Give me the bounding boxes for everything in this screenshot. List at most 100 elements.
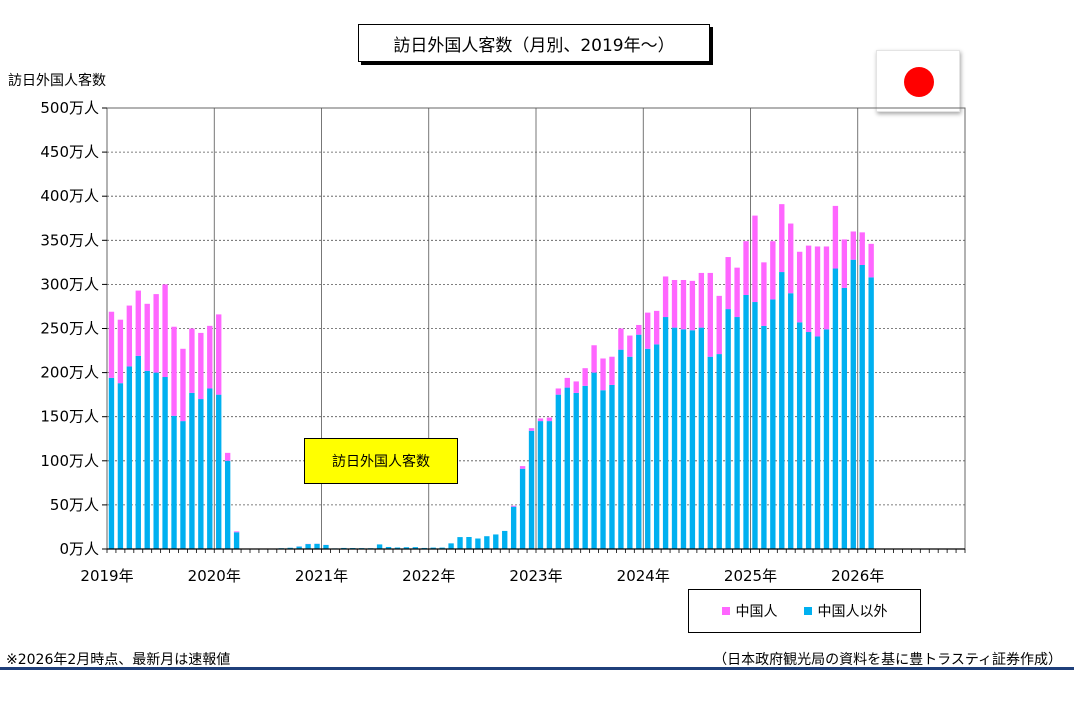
bar-china [796, 251, 803, 323]
bar-other [189, 392, 195, 549]
bar-china [510, 505, 517, 507]
japan-flag-icon [876, 50, 960, 112]
bar-china [653, 310, 660, 345]
bar-china [591, 345, 597, 373]
bar-other [725, 309, 731, 549]
bar-china [645, 312, 651, 349]
bottom-rule [0, 667, 1074, 670]
bar-china [162, 284, 168, 378]
bar-china [868, 243, 874, 278]
bar-other [609, 384, 615, 549]
bar-other [224, 460, 231, 549]
bar-china [859, 232, 865, 265]
bar-other [662, 317, 669, 549]
bar-china [528, 428, 535, 431]
bar-other [716, 354, 722, 549]
bar-china [144, 303, 150, 371]
callout-label: 訪日外国人客数 [304, 438, 458, 484]
y-tick-label: 0万人 [59, 540, 99, 558]
bar-other [439, 547, 445, 549]
bar-china [198, 332, 204, 400]
bar-china [689, 280, 696, 331]
bar-china [135, 290, 141, 356]
bar-other [385, 546, 392, 549]
bar-china [734, 267, 740, 318]
bar-china [618, 328, 624, 350]
x-tick-label: 2025年 [724, 567, 777, 585]
legend-label-other: 中国人以外 [817, 604, 888, 620]
bar-other [564, 387, 570, 549]
bar-other [653, 344, 660, 549]
chart-title: 訪日外国人客数（月別、2019年～） [358, 24, 710, 62]
bar-china [680, 279, 687, 330]
bar-china [207, 325, 213, 389]
y-tick-label: 450万人 [40, 143, 99, 161]
y-tick-label: 250万人 [40, 320, 99, 338]
bar-other [618, 349, 624, 549]
bar-china [519, 466, 526, 469]
bar-china [564, 377, 570, 388]
bar-china [725, 257, 731, 310]
bar-other [153, 372, 159, 549]
bar-other [796, 322, 803, 549]
bar-other [305, 544, 311, 549]
bar-other [788, 293, 794, 549]
bar-china [698, 272, 705, 328]
bar-other [573, 392, 579, 549]
bar-other [671, 327, 678, 549]
y-tick-label: 200万人 [40, 364, 99, 382]
bar-other [430, 547, 436, 549]
bar-china [153, 294, 159, 373]
bar-china [582, 368, 588, 386]
bar-china [770, 241, 776, 300]
bar-china [662, 276, 669, 318]
bar-other [859, 264, 865, 549]
bar-other [502, 530, 508, 549]
bar-china [850, 231, 856, 260]
bar-china [627, 335, 633, 357]
x-tick-label: 2023年 [509, 567, 562, 585]
bar-other [144, 370, 150, 549]
x-tick-label: 2020年 [188, 567, 241, 585]
bar-other [707, 356, 713, 549]
bar-other [823, 329, 830, 549]
bar-other [484, 536, 490, 549]
y-tick-label: 350万人 [40, 231, 99, 249]
bar-china [761, 262, 767, 326]
legend-swatch-other [803, 607, 812, 615]
bar-other [457, 537, 463, 549]
bar-china [752, 215, 758, 303]
bar-other [734, 317, 740, 549]
flag-sun [904, 67, 934, 97]
bar-china [716, 295, 722, 355]
bar-other [493, 534, 499, 549]
bar-other [698, 327, 705, 549]
bar-china [180, 348, 186, 422]
bar-other [448, 543, 454, 549]
bar-china [189, 328, 195, 393]
legend-item-china: 中国人 [721, 601, 778, 621]
y-tick-label: 500万人 [40, 99, 99, 117]
bar-other [868, 277, 874, 549]
y-axis-title: 訪日外国人客数 [8, 73, 106, 89]
x-tick-label: 2026年 [831, 567, 884, 585]
bar-china [216, 314, 222, 395]
bar-other [162, 377, 168, 549]
bar-other [314, 543, 320, 549]
bar-other [296, 546, 302, 549]
bar-other [216, 394, 222, 549]
bar-china [823, 246, 830, 330]
bar-other [627, 356, 633, 549]
bar-other [403, 547, 410, 549]
bar-china [126, 305, 133, 367]
bar-other [171, 415, 177, 549]
bar-china [573, 381, 579, 393]
bar-other [466, 537, 472, 549]
bar-other [680, 329, 687, 549]
bar-other [108, 377, 115, 549]
x-tick-label: 2024年 [617, 567, 670, 585]
bar-other [519, 468, 526, 549]
bar-other [546, 421, 553, 549]
bar-other [180, 421, 186, 549]
bar-other [323, 544, 329, 549]
